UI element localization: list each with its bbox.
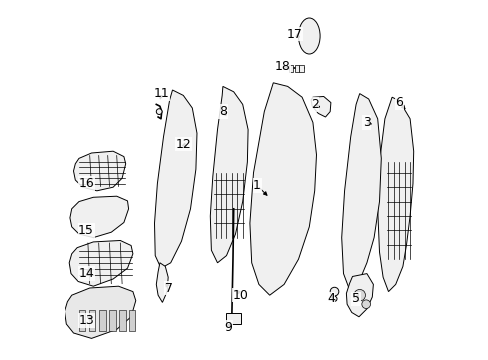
Text: 10: 10 — [232, 289, 248, 302]
Bar — [119, 310, 125, 331]
Polygon shape — [73, 151, 125, 191]
Circle shape — [156, 109, 162, 114]
Polygon shape — [210, 86, 247, 263]
Bar — [128, 310, 135, 331]
Text: 11: 11 — [154, 87, 169, 100]
Bar — [226, 313, 241, 324]
Bar — [299, 65, 303, 72]
Text: 16: 16 — [78, 177, 94, 190]
Polygon shape — [377, 97, 413, 292]
Polygon shape — [346, 274, 373, 317]
Text: 2: 2 — [310, 98, 318, 111]
Bar — [288, 65, 293, 72]
Polygon shape — [64, 286, 136, 338]
Polygon shape — [310, 96, 330, 117]
Text: 12: 12 — [175, 138, 191, 150]
Polygon shape — [154, 90, 197, 268]
Text: 8: 8 — [219, 105, 226, 118]
Bar — [109, 310, 115, 331]
Text: 9: 9 — [224, 321, 232, 334]
Text: 13: 13 — [78, 314, 94, 327]
Polygon shape — [249, 83, 316, 295]
Ellipse shape — [298, 18, 320, 54]
Bar — [99, 310, 105, 331]
Circle shape — [331, 296, 336, 301]
Polygon shape — [69, 240, 133, 286]
Polygon shape — [341, 94, 381, 288]
Circle shape — [329, 287, 338, 296]
Bar — [294, 65, 298, 72]
Text: 14: 14 — [78, 267, 94, 280]
Polygon shape — [70, 196, 128, 238]
Text: 5: 5 — [351, 292, 359, 305]
Text: 18: 18 — [274, 60, 290, 73]
Circle shape — [353, 289, 365, 301]
Bar — [89, 310, 95, 331]
Text: 17: 17 — [286, 28, 302, 41]
Text: 1: 1 — [253, 179, 261, 192]
Text: 4: 4 — [326, 292, 334, 305]
Circle shape — [361, 300, 370, 309]
Text: 6: 6 — [395, 96, 403, 109]
Bar — [79, 310, 85, 331]
Text: 7: 7 — [164, 282, 173, 294]
Polygon shape — [156, 263, 168, 302]
Text: 3: 3 — [362, 116, 370, 129]
Text: 15: 15 — [78, 224, 94, 237]
